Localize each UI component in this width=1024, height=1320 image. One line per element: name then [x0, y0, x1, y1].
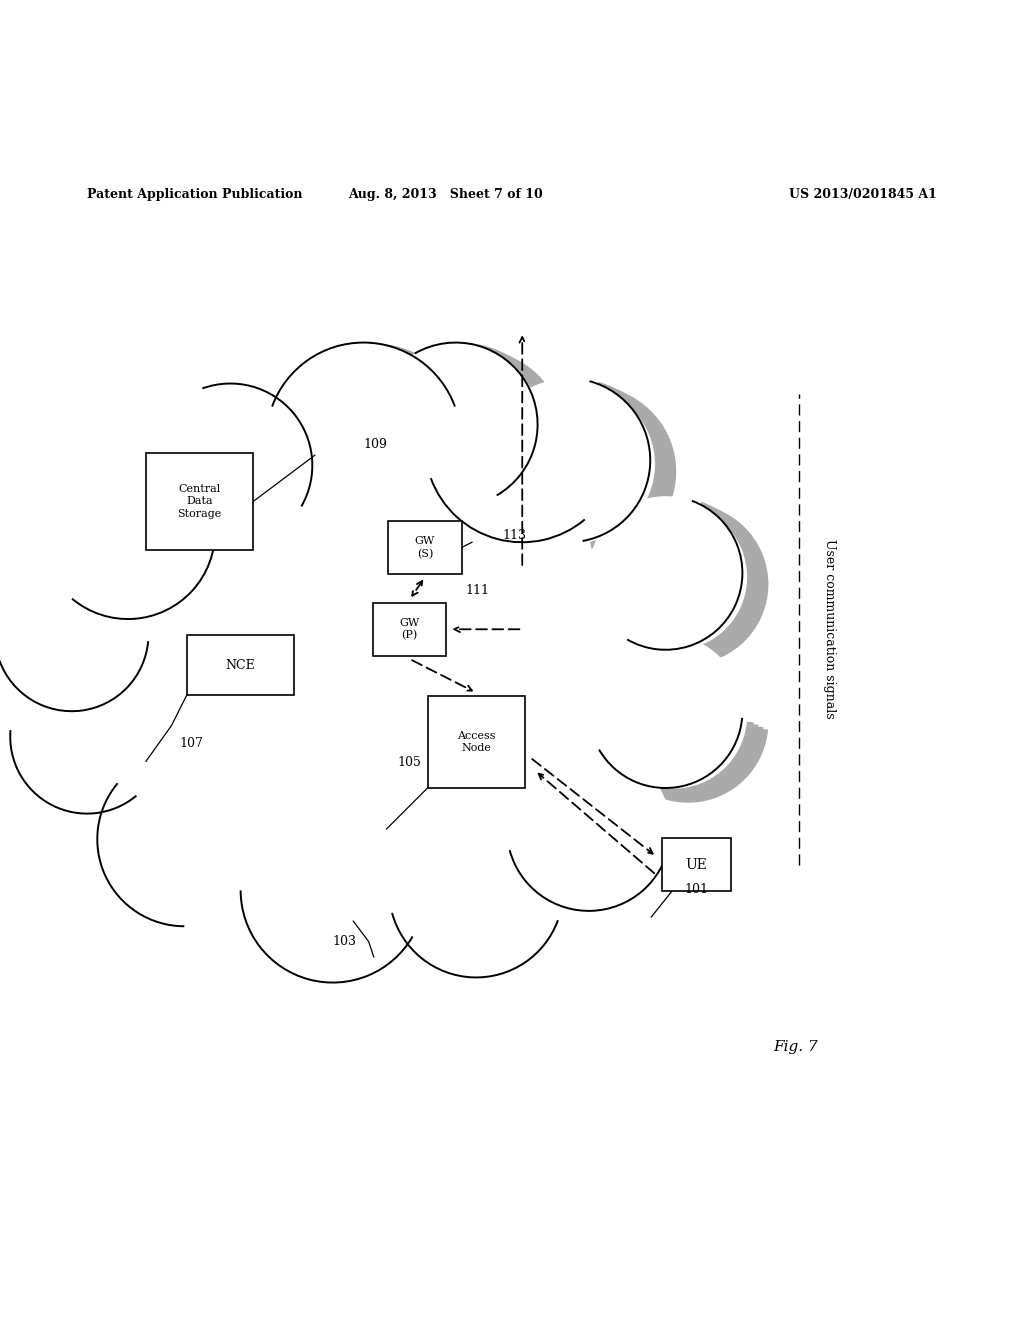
Text: UE: UE — [685, 858, 708, 871]
Circle shape — [589, 496, 742, 649]
Bar — [388, 520, 462, 574]
Text: 109: 109 — [364, 438, 387, 451]
Bar — [428, 696, 525, 788]
Circle shape — [266, 343, 461, 537]
Text: Patent Application Publication: Patent Application Publication — [87, 187, 302, 201]
Text: Aug. 8, 2013   Sheet 7 of 10: Aug. 8, 2013 Sheet 7 of 10 — [348, 187, 543, 201]
Circle shape — [486, 379, 650, 543]
Circle shape — [389, 804, 563, 977]
Text: 103: 103 — [333, 935, 356, 948]
Circle shape — [138, 388, 589, 840]
Circle shape — [41, 445, 215, 619]
Text: 101: 101 — [684, 883, 708, 896]
Text: 105: 105 — [397, 756, 421, 768]
Bar — [186, 635, 295, 694]
Circle shape — [241, 799, 425, 982]
Text: 113: 113 — [503, 528, 526, 541]
Text: Fig. 7: Fig. 7 — [773, 1040, 818, 1055]
Text: US 2013/0201845 A1: US 2013/0201845 A1 — [790, 187, 937, 201]
Text: 107: 107 — [179, 738, 203, 751]
Text: User communication signals: User communication signals — [823, 540, 836, 719]
Circle shape — [108, 358, 517, 767]
Text: 111: 111 — [466, 583, 489, 597]
Text: NCE: NCE — [225, 659, 256, 672]
Bar — [662, 838, 731, 891]
Bar — [373, 603, 446, 656]
Circle shape — [0, 557, 148, 711]
Circle shape — [589, 635, 742, 788]
Circle shape — [97, 752, 271, 927]
Text: Access
Node: Access Node — [457, 731, 496, 754]
Circle shape — [10, 660, 164, 813]
Circle shape — [148, 384, 312, 548]
Circle shape — [374, 343, 538, 507]
Bar — [146, 453, 254, 550]
Text: Central
Data
Storage: Central Data Storage — [177, 484, 222, 519]
Circle shape — [507, 747, 671, 911]
Text: GW
(S): GW (S) — [415, 536, 435, 558]
Text: GW
(P): GW (P) — [399, 618, 420, 640]
Circle shape — [261, 480, 630, 850]
